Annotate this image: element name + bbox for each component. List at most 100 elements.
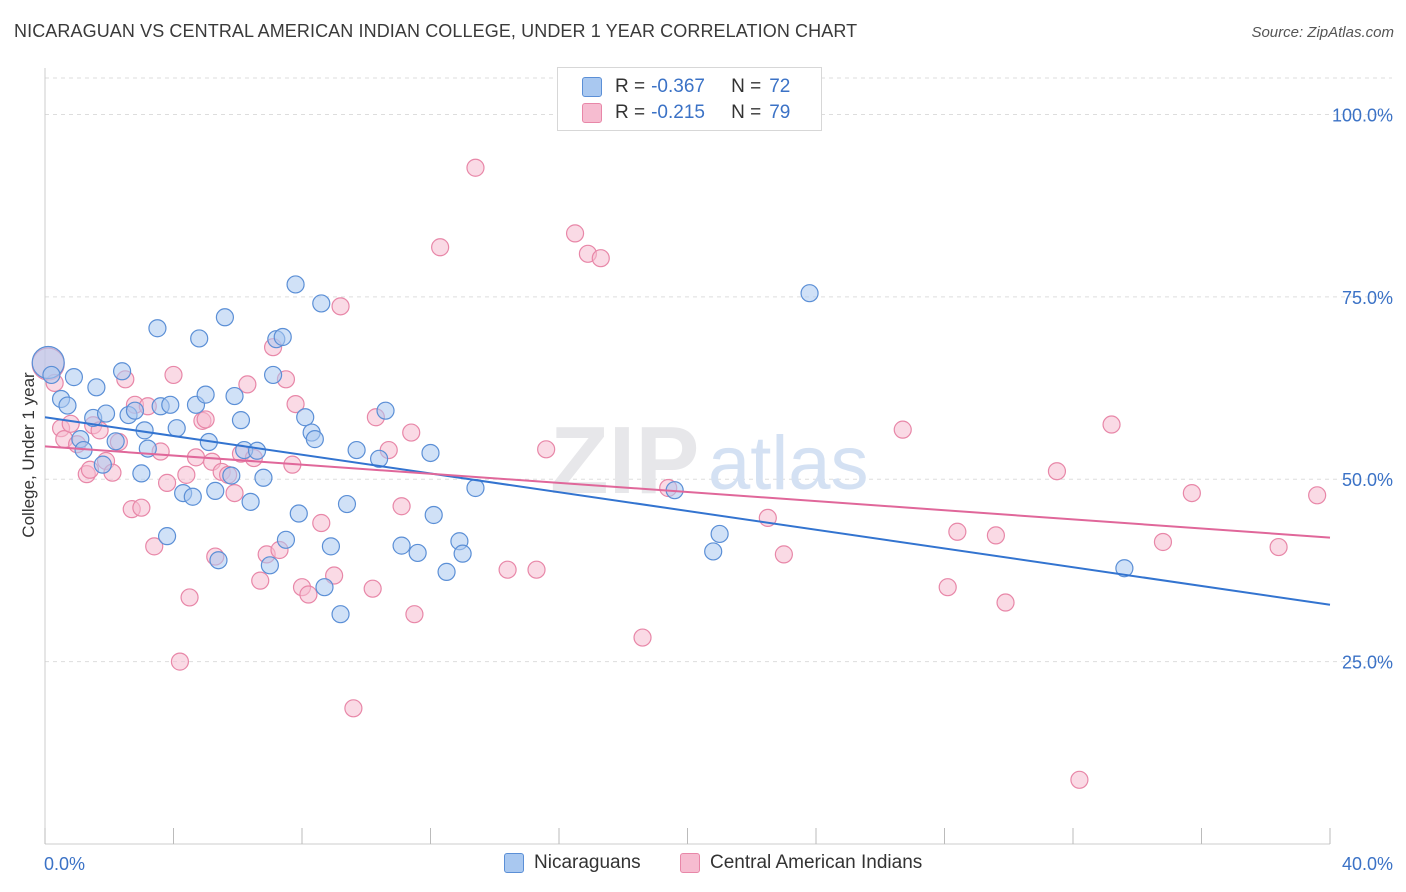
trend-line-pink <box>44 445 1331 539</box>
data-point <box>225 483 244 503</box>
data-point <box>710 524 729 544</box>
data-point <box>1102 415 1121 434</box>
data-point <box>215 308 234 327</box>
data-point <box>196 410 215 429</box>
data-point <box>331 605 350 624</box>
legend-n-value: 79 <box>769 102 791 123</box>
data-point <box>225 386 244 406</box>
legend-label: Nicaraguans <box>534 852 641 873</box>
data-point <box>986 526 1006 545</box>
data-point <box>177 465 196 484</box>
data-point <box>260 556 279 575</box>
data-point <box>145 537 164 556</box>
data-point <box>321 537 341 556</box>
data-point <box>363 579 382 598</box>
data-point <box>774 545 793 564</box>
data-point <box>466 478 485 498</box>
series-legend: Nicaraguans Central American Indians <box>0 852 1406 878</box>
y-axis-label: College, Under 1 year <box>19 372 38 538</box>
data-point <box>1047 462 1067 481</box>
tick-labels: 25.0% 50.0% 75.0% 100.0% 0.0% 40.0% <box>44 105 1393 874</box>
data-point <box>157 527 177 546</box>
data-point <box>424 505 443 525</box>
data-point <box>263 365 283 385</box>
series-nicaraguans <box>31 275 1134 624</box>
data-point <box>405 605 424 624</box>
data-point <box>170 652 190 671</box>
data-point <box>58 396 77 415</box>
data-point <box>1308 486 1327 505</box>
data-point <box>87 378 106 397</box>
data-point <box>132 498 151 517</box>
legend-swatch-blue <box>582 77 602 97</box>
legend-swatch-pink <box>680 853 700 873</box>
data-point <box>312 513 331 533</box>
data-point <box>286 394 305 414</box>
data-point <box>331 297 350 316</box>
data-point <box>591 249 610 268</box>
data-point <box>1269 537 1288 557</box>
y-tick-label: 100.0% <box>1332 105 1393 125</box>
watermark-atlas: atlas <box>708 421 869 506</box>
data-point <box>254 468 273 487</box>
trend-lines <box>44 416 1331 606</box>
data-point <box>1182 483 1201 503</box>
data-point <box>238 375 257 394</box>
data-point <box>325 566 344 585</box>
data-point <box>893 420 912 439</box>
data-point <box>286 275 305 294</box>
legend-n-label: N = <box>731 102 762 123</box>
data-point <box>251 571 270 590</box>
data-point <box>289 504 308 523</box>
correlation-legend: R = -0.367 N = 72 R = -0.215 N = 79 <box>557 67 822 131</box>
data-point <box>132 464 151 483</box>
data-point <box>437 562 456 581</box>
data-point <box>61 414 80 433</box>
data-point <box>161 395 180 414</box>
data-point <box>231 411 251 430</box>
data-point <box>106 432 125 451</box>
data-point <box>466 158 485 177</box>
data-point <box>276 530 296 549</box>
data-point <box>180 588 199 607</box>
legend-n-value: 72 <box>769 76 791 97</box>
data-point <box>633 628 652 647</box>
x-tick-label: 0.0% <box>44 854 85 874</box>
data-point <box>996 593 1015 612</box>
data-point <box>565 224 585 243</box>
data-point <box>1115 559 1134 578</box>
data-point <box>299 585 318 604</box>
data-point <box>527 560 546 579</box>
data-point <box>537 440 556 459</box>
data-point <box>112 362 132 381</box>
data-point <box>273 327 292 347</box>
legend-r-value: -0.215 <box>651 102 705 123</box>
data-point <box>196 385 215 404</box>
legend-item-nicaraguans[interactable]: Nicaraguans <box>504 852 641 874</box>
data-point <box>209 551 228 570</box>
data-point <box>704 542 723 561</box>
data-point <box>421 443 440 463</box>
data-point <box>431 238 450 257</box>
legend-row-central-american-indians: R = -0.215 N = 79 <box>582 101 790 125</box>
data-point <box>392 497 411 516</box>
data-point <box>948 522 967 541</box>
data-point <box>164 365 183 385</box>
y-tick-label: 75.0% <box>1342 288 1393 308</box>
data-point <box>93 455 112 474</box>
data-point <box>296 408 315 427</box>
data-point <box>312 294 331 313</box>
legend-r-label: R = <box>615 76 646 97</box>
trend-line-blue <box>44 416 1331 606</box>
data-point <box>64 368 84 387</box>
legend-item-central-american-indians[interactable]: Central American Indians <box>680 852 922 874</box>
data-point <box>402 423 421 442</box>
legend-swatch-blue <box>504 853 524 873</box>
data-point <box>148 319 167 338</box>
data-point <box>1070 770 1089 789</box>
legend-n-label: N = <box>731 76 762 97</box>
data-point <box>305 430 324 449</box>
legend-row-nicaraguans: R = -0.367 N = 72 <box>582 75 790 99</box>
data-point <box>408 543 427 563</box>
